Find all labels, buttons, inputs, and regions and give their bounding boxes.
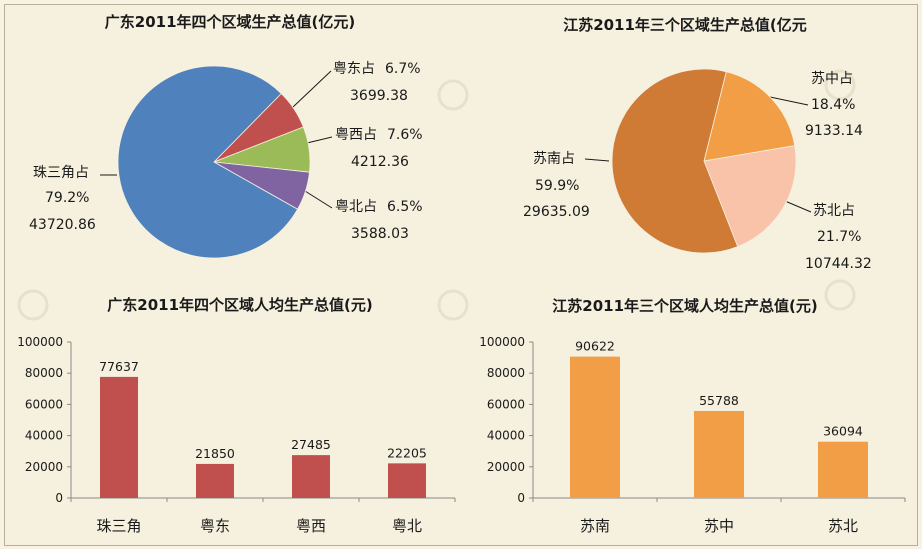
pie-slice [703,145,797,248]
watermark-decoration [17,69,856,321]
pie-title-guangdong: 广东2011年四个区域生产总值(亿元) [105,13,355,31]
y-tick-label: 60000 [487,397,525,411]
slice-label-percent: 7.6% [387,127,423,143]
x-category-label: 粤西 [296,517,326,535]
slice-label-value: 43720.86 [29,217,96,233]
x-category-label: 珠三角 [96,517,141,535]
y-tick-label: 60000 [25,397,63,411]
slice-label-percent: 59.9% [535,178,579,194]
y-tick-label: 80000 [25,366,63,380]
bar-chart-guangdong: 0 20000 40000 60000 80000 100000 77637 珠三角 21850… [17,335,456,535]
slice-label-percent: 79.2% [45,190,89,206]
y-tick-label: 0 [517,491,525,505]
x-category-label: 苏南 [580,517,610,535]
slice-label-name: 珠三角占 [33,165,89,181]
slice-label-name: 苏北占 [813,203,855,219]
slice-label-name: 苏南占 [533,151,575,167]
bar-value-label: 90622 [575,339,615,354]
slice-label-name: 粤西占 [335,127,377,143]
y-tick-label: 40000 [487,429,525,443]
x-category-label: 粤北 [392,517,422,535]
pie-slice [611,68,739,254]
slice-label-value: 3699.38 [350,88,408,104]
slice-label-value: 3588.03 [351,226,409,242]
slice-label-percent: 21.7% [817,229,861,245]
pie-jiangsu-labels: 苏南占 59.9% 29635.09 苏中占 18.4% 9133.14 苏北占… [523,71,872,272]
bar [388,463,426,498]
bar-value-label: 55788 [699,393,739,408]
y-tick-label: 100000 [479,335,525,349]
slice-label-value: 9133.14 [805,123,863,139]
bar [694,410,744,498]
slice-label-name: 粤北占 [335,199,377,215]
slice-label-value: 29635.09 [523,204,590,220]
y-tick-label: 0 [55,491,63,505]
x-category-label: 苏中 [704,517,734,535]
slice-label-name: 粤东占 [333,61,375,77]
slice-label-percent: 6.7% [385,61,421,77]
bar [196,463,234,498]
bar [570,356,620,498]
bar [818,441,868,498]
pie-slice [703,71,796,162]
pie-jiangsu [611,68,797,254]
slice-label-percent: 6.5% [387,199,423,215]
pie-title-jiangsu: 江苏2011年三个区域生产总值(亿元 [563,16,807,34]
slice-label-name: 苏中占 [811,71,853,87]
slice-label-value: 4212.36 [351,154,409,170]
pie-guangdong-labels: 珠三角占 79.2% 43720.86 粤东占 6.7% 3699.38 粤西占… [29,61,423,242]
bar-title-guangdong: 广东2011年四个区域人均生产总值(元) [107,296,372,314]
y-tick-label: 20000 [487,460,525,474]
bar-value-label: 27485 [291,437,331,452]
slice-label-percent: 18.4% [811,97,855,113]
y-tick-label: 80000 [487,366,525,380]
bar-title-jiangsu: 江苏2011年三个区域人均生产总值(元) [552,297,817,315]
bar-value-label: 21850 [195,446,235,461]
y-tick-label: 40000 [25,429,63,443]
pie-guangdong [117,65,311,259]
bar-chart-jiangsu: 0 20000 40000 60000 80000 100000 90622 苏南 55788 苏… [479,335,906,535]
pie-slice [117,65,299,259]
y-tick-label: 100000 [17,335,63,349]
bar-value-label: 22205 [387,445,427,460]
x-category-label: 粤东 [200,517,230,535]
chart-canvas: 广东2011年四个区域生产总值(亿元) 江苏2011年三个区域生产总值(亿元 广… [17,13,906,535]
bar [100,376,138,498]
chart-frame: 广东2011年四个区域生产总值(亿元) 江苏2011年三个区域生产总值(亿元 广… [4,4,918,546]
y-tick-label: 20000 [25,460,63,474]
bar [292,455,330,498]
slice-label-value: 10744.32 [805,256,872,272]
bar-value-label: 36094 [823,424,863,439]
bar-value-label: 77637 [99,359,139,374]
x-category-label: 苏北 [828,517,858,535]
